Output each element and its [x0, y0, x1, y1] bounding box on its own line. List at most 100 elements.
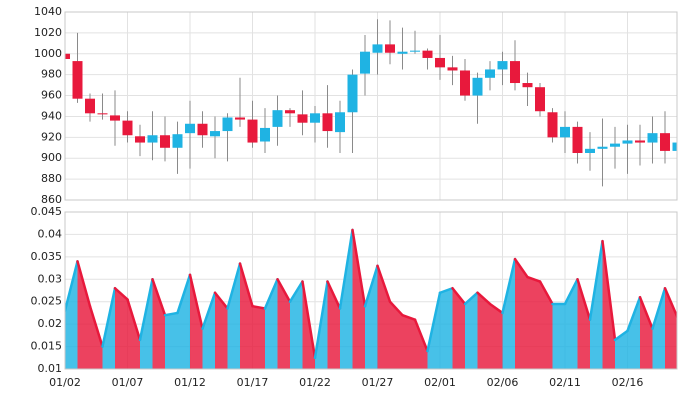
- area-segment: [627, 297, 640, 369]
- line-segment: [626, 295, 642, 333]
- candle-body: [210, 131, 220, 137]
- x-tick-label: 02/06: [487, 376, 519, 389]
- candle-body: [597, 146, 608, 149]
- area-segment: [352, 229, 365, 369]
- line-segment: [638, 295, 654, 330]
- line-segment: [238, 262, 254, 308]
- area-segment: [240, 263, 253, 369]
- area-segment: [665, 288, 677, 369]
- candle-body: [410, 50, 420, 52]
- candle-body: [122, 120, 133, 136]
- line-segment: [188, 273, 204, 330]
- line-segment: [65, 260, 79, 312]
- x-tick-label: 01/27: [362, 376, 394, 389]
- y-tick-label: 0.025: [31, 295, 63, 308]
- candle-body: [197, 123, 208, 136]
- line-segment: [388, 300, 404, 317]
- line-segment: [476, 291, 492, 306]
- line-segment: [313, 280, 329, 360]
- y-tick-label: 0.02: [38, 317, 63, 330]
- x-tick-label: 02/16: [612, 376, 644, 389]
- x-tick-label: 01/02: [49, 376, 81, 389]
- line-segment: [76, 260, 92, 308]
- area-segment: [465, 292, 478, 369]
- candle-body: [472, 77, 483, 96]
- area-segment: [115, 288, 128, 369]
- line-segment: [226, 262, 242, 310]
- candle-body: [485, 69, 495, 78]
- line-segment: [201, 291, 217, 330]
- area-segment: [290, 281, 303, 369]
- candle-body: [360, 51, 370, 74]
- y-tick-label: 960: [41, 89, 62, 102]
- line-segment: [613, 329, 629, 342]
- y-tick-label: 940: [41, 109, 62, 122]
- area-segment: [565, 279, 578, 369]
- area-segment: [390, 301, 403, 369]
- area-segment: [77, 261, 90, 369]
- y-tick-label: 0.04: [38, 227, 63, 240]
- candle-body: [272, 110, 283, 127]
- candle-body: [97, 113, 108, 115]
- line-segment: [663, 287, 677, 319]
- y-tick-label: 0.045: [31, 205, 63, 218]
- x-tick-label: 01/12: [174, 376, 206, 389]
- y-tick-label: 920: [41, 130, 62, 143]
- y-tick-label: 1040: [34, 5, 62, 18]
- area-segment: [277, 279, 290, 369]
- area-segment: [377, 265, 390, 369]
- line-segment: [113, 287, 129, 301]
- candle-body: [422, 50, 433, 58]
- candle-body: [235, 117, 245, 120]
- line-segment: [176, 273, 192, 315]
- area-segment: [202, 292, 215, 369]
- line-segment: [451, 287, 467, 306]
- line-segment: [251, 304, 267, 310]
- line-segment: [363, 264, 379, 308]
- area-segment: [615, 330, 628, 369]
- line-segment: [563, 278, 579, 306]
- y-tick-label: 980: [41, 68, 62, 81]
- y-tick-label: 860: [41, 193, 62, 206]
- area-segment: [402, 315, 415, 369]
- area-segment: [527, 277, 540, 369]
- line-segment: [426, 291, 442, 353]
- line-segment: [401, 313, 417, 321]
- line-segment: [376, 264, 392, 303]
- area-segment: [577, 279, 590, 369]
- area-segment: [515, 259, 528, 369]
- candle-body: [622, 140, 633, 144]
- candle-body: [347, 74, 358, 113]
- area-segment: [640, 297, 653, 369]
- area-segment: [440, 288, 453, 369]
- candle-body: [147, 135, 158, 143]
- y-tick-label: 0.03: [38, 272, 63, 285]
- x-tick-label: 01/17: [237, 376, 269, 389]
- area-segment: [165, 312, 178, 369]
- price-plot: [65, 12, 677, 200]
- area-segment: [227, 263, 240, 369]
- line-segment: [413, 318, 429, 353]
- candle-body: [672, 142, 677, 151]
- x-tick-label: 02/01: [424, 376, 456, 389]
- area-segment: [490, 303, 503, 369]
- candle-body: [385, 44, 395, 53]
- area-segment: [452, 288, 465, 369]
- line-segment: [338, 228, 354, 310]
- area-segment: [502, 259, 515, 369]
- area-segment: [140, 279, 153, 369]
- y-tick-label: 1020: [34, 26, 62, 39]
- candle-body: [510, 61, 520, 84]
- candle-body: [160, 135, 170, 148]
- candle-body: [110, 115, 120, 121]
- line-segment: [163, 311, 179, 317]
- area-segment: [65, 261, 78, 369]
- x-tick-label: 01/07: [112, 376, 144, 389]
- line-segment: [276, 278, 292, 303]
- line-segment: [601, 239, 617, 342]
- line-segment: [88, 304, 104, 348]
- area-segment: [177, 274, 190, 369]
- candle-body: [185, 123, 195, 134]
- line-segment: [101, 287, 117, 348]
